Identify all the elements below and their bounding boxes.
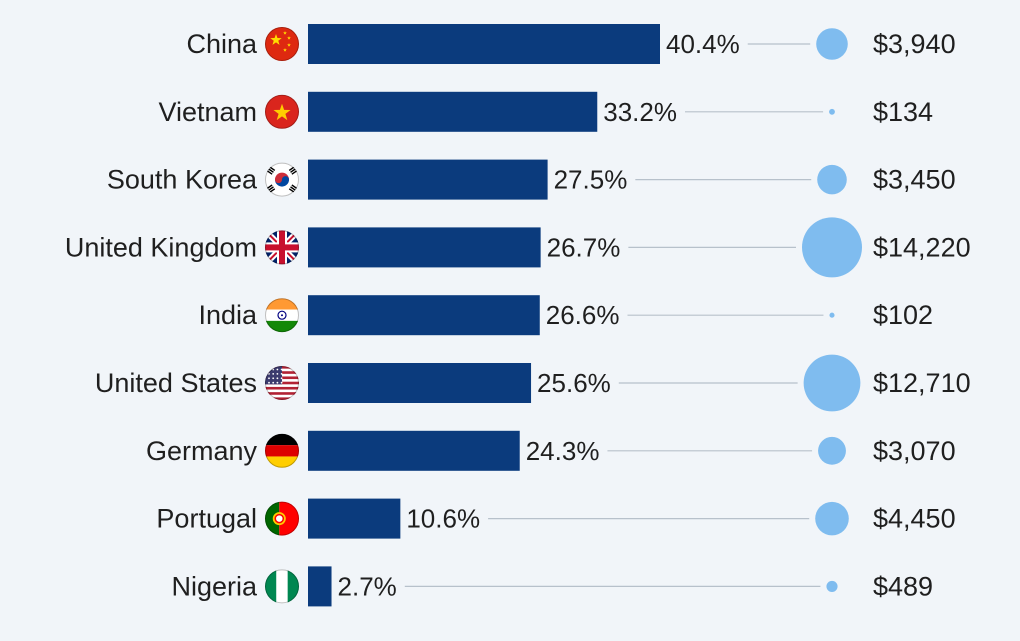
- category-label: United Kingdom: [65, 232, 257, 262]
- chart-row: Portugal 10.6% $4,450: [156, 498, 956, 539]
- category-label: Nigeria: [171, 571, 258, 601]
- chart-row: Nigeria 2.7% $489: [171, 566, 933, 607]
- south-korea-flag-icon: [265, 162, 299, 197]
- chart-row: China 40.4% $3,940: [186, 24, 956, 64]
- united-states-flag-icon: [265, 366, 299, 400]
- percent-label: 40.4%: [666, 29, 740, 59]
- portugal-flag-icon: [265, 501, 299, 536]
- bubble: [829, 312, 835, 318]
- bar: [308, 430, 520, 471]
- value-label: $489: [873, 571, 933, 601]
- bubble: [817, 164, 847, 195]
- bubble: [816, 28, 848, 60]
- percent-label: 27.5%: [554, 165, 628, 195]
- chart-row: South Korea 27.5% $3,450: [107, 159, 956, 200]
- bar: [308, 227, 541, 268]
- value-label: $134: [873, 97, 933, 127]
- percent-label: 33.2%: [603, 97, 677, 127]
- chart-row: United States 25.6% $12,710: [95, 354, 971, 412]
- category-label: United States: [95, 368, 257, 398]
- percent-label: 25.6%: [537, 368, 611, 398]
- percent-label: 2.7%: [338, 571, 397, 601]
- category-label: South Korea: [107, 165, 258, 195]
- value-label: $14,220: [873, 232, 971, 262]
- vietnam-flag-icon: [265, 94, 299, 129]
- bubble: [802, 217, 862, 278]
- bar: [308, 498, 401, 539]
- germany-flag-icon: [265, 433, 299, 468]
- percent-label: 26.7%: [547, 232, 621, 262]
- category-label: China: [186, 29, 258, 59]
- bar: [308, 91, 598, 132]
- value-label: $4,450: [873, 504, 956, 534]
- bar: [308, 159, 548, 200]
- value-label: $12,710: [873, 368, 971, 398]
- bubble: [829, 108, 835, 115]
- united-kingdom-flag-icon: [265, 230, 299, 265]
- percent-label: 10.6%: [406, 504, 480, 534]
- value-label: $3,070: [873, 436, 956, 466]
- chart-row: United Kingdom 26.7% $14,220: [65, 217, 971, 278]
- bubble: [815, 501, 849, 536]
- bar: [308, 566, 332, 607]
- category-label: India: [198, 300, 258, 330]
- bubble: [803, 354, 861, 412]
- value-label: $102: [873, 300, 933, 330]
- nigeria-flag-icon: [265, 569, 299, 604]
- percent-label: 24.3%: [526, 436, 600, 466]
- value-label: $3,450: [873, 165, 956, 195]
- category-label: Vietnam: [158, 97, 257, 127]
- bubble: [818, 436, 846, 465]
- bar: [308, 295, 540, 336]
- chart-row: Germany 24.3% $3,070: [146, 430, 956, 471]
- category-label: Portugal: [156, 504, 257, 534]
- india-flag-icon: [265, 298, 299, 333]
- percent-label: 26.6%: [546, 300, 620, 330]
- value-label: $3,940: [873, 29, 956, 59]
- category-label: Germany: [146, 436, 258, 466]
- bar: [308, 24, 660, 64]
- chart-row: Vietnam 33.2% $134: [158, 91, 933, 132]
- bubble: [826, 580, 838, 592]
- china-flag-icon: [265, 27, 299, 61]
- bar: [308, 363, 532, 403]
- chart-row: India 26.6% $102: [198, 295, 933, 336]
